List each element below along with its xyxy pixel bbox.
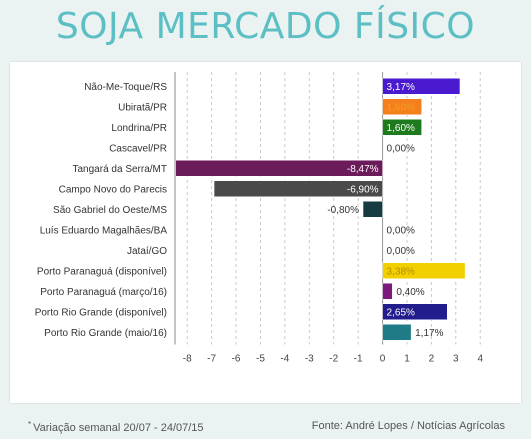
category-label: Campo Novo do Parecis: [59, 184, 167, 195]
data-label: 1,17%: [415, 328, 443, 339]
data-label: 0,00%: [387, 143, 415, 154]
bar: [382, 324, 412, 341]
category-label: Londrina/PR: [111, 123, 167, 134]
source-credit: Fonte: André Lopes / Notícias Agrícolas: [311, 420, 505, 432]
bar: [382, 283, 393, 300]
category-label: Porto Paranaguá (março/16): [40, 287, 167, 298]
category-label: Porto Rio Grande (maio/16): [44, 328, 167, 339]
data-label: -8,47%: [347, 164, 379, 175]
x-tick-label: 0: [380, 354, 386, 365]
x-tick-label: -4: [280, 354, 289, 365]
category-label: Porto Paranaguá (disponível): [37, 266, 167, 277]
category-label: Porto Rio Grande (disponível): [35, 307, 167, 318]
category-label: Ubiratã/PR: [118, 102, 167, 113]
category-label: Luís Eduardo Magalhães/BA: [40, 225, 168, 236]
x-tick-label: -3: [305, 354, 314, 365]
bar: [382, 98, 422, 115]
data-label: 0,00%: [387, 225, 415, 236]
x-tick-label: -6: [232, 354, 241, 365]
x-tick-label: -5: [256, 354, 265, 365]
data-label: 3,38%: [387, 266, 415, 277]
data-label: -6,90%: [347, 184, 379, 195]
bar: [382, 119, 422, 136]
bar: [382, 303, 448, 320]
footnote-text: Variação semanal 20/07 - 24/07/15: [33, 422, 204, 434]
bar: [382, 78, 461, 95]
data-label: 0,40%: [396, 287, 424, 298]
footnote-mark: *: [28, 420, 32, 429]
x-tick-label: -8: [183, 354, 192, 365]
data-label: 0,00%: [387, 246, 415, 257]
category-label: São Gabriel do Oeste/MS: [53, 205, 167, 216]
data-label: 1,60%: [387, 123, 415, 134]
x-tick-label: -7: [207, 354, 216, 365]
category-label: Não-Me-Toque/RS: [84, 82, 167, 93]
x-tick-label: 4: [477, 354, 483, 365]
bar: [175, 160, 383, 177]
bar: [362, 201, 383, 218]
data-label: 3,17%: [387, 82, 415, 93]
x-tick-label: -2: [329, 354, 338, 365]
x-tick-label: -1: [354, 354, 363, 365]
x-tick-label: 2: [429, 354, 435, 365]
chart-panel: -8 -7 -6 -5 -4 -3 -2 -1 0 1 2 3 4 Não-Me-Toque/RS 3,17…: [10, 62, 521, 403]
bar: [382, 262, 466, 279]
data-label: 1,60%: [387, 102, 415, 113]
data-label: 2,65%: [387, 307, 415, 318]
chart-title: SOJA MERCADO FÍSICO: [55, 6, 476, 47]
data-label: -0,80%: [327, 205, 359, 216]
bar: [213, 180, 383, 197]
footnote: * Variação semanal 20/07 - 24/07/15: [28, 420, 204, 434]
bar-chart: -8 -7 -6 -5 -4 -3 -2 -1 0 1 2 3 4 Não-Me-Toque/RS 3,17…: [35, 72, 483, 365]
category-label: Jataí/GO: [127, 246, 167, 257]
x-tick-label: 3: [453, 354, 459, 365]
category-label: Tangará da Serra/MT: [73, 164, 168, 175]
x-tick-label: 1: [404, 354, 410, 365]
category-label: Cascavel/PR: [109, 143, 167, 154]
